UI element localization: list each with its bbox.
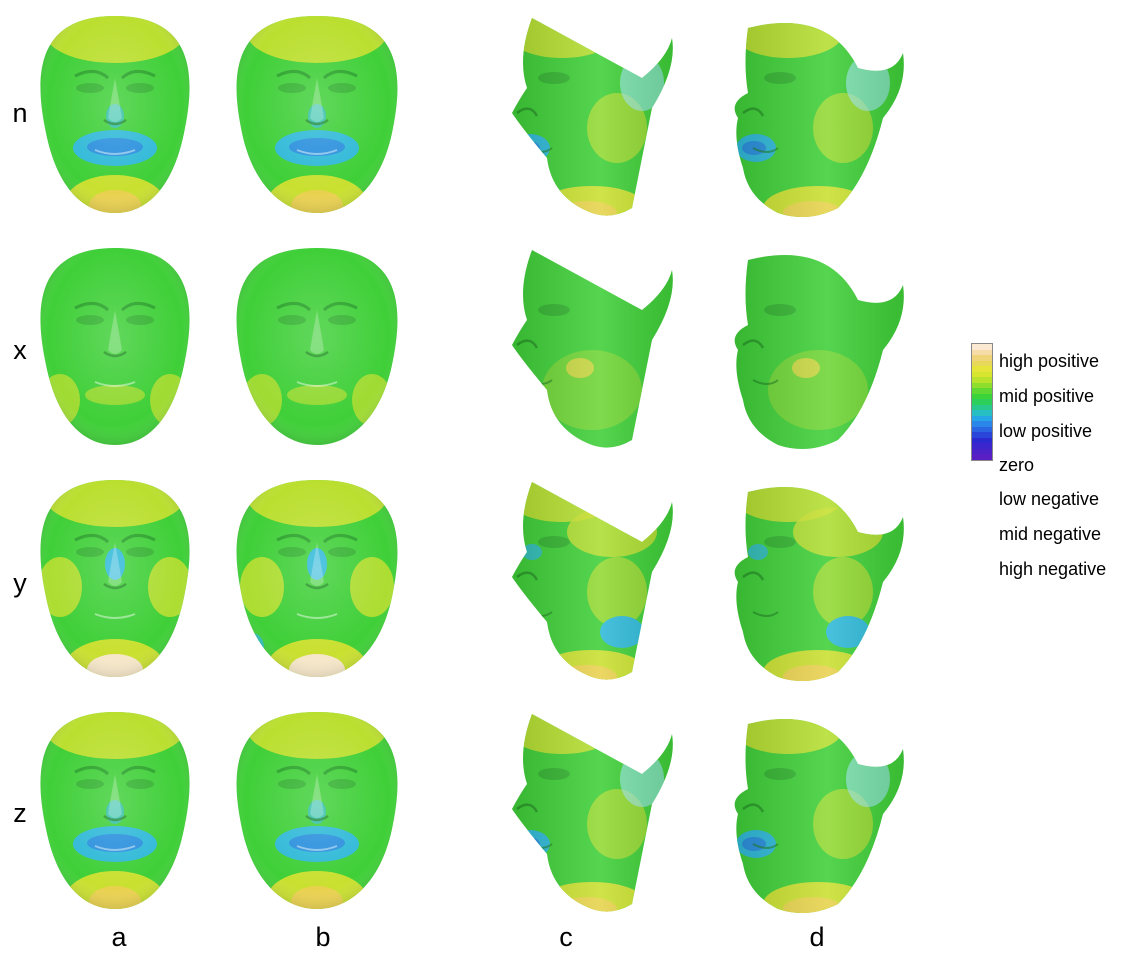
- legend-label-high-negative: high negative: [999, 559, 1107, 579]
- legend-label-zero: zero: [999, 455, 1035, 475]
- face-render: [734, 719, 904, 913]
- face-n-c: [492, 8, 682, 223]
- legend-label-mid-positive: mid positive: [999, 386, 1095, 406]
- legend-swatch: [972, 399, 992, 405]
- face-x-d: [718, 240, 908, 455]
- legend-swatch: [972, 366, 992, 372]
- face-surface: [40, 712, 190, 909]
- legend-label-low-negative: low negative: [999, 489, 1100, 509]
- face-surface: [512, 482, 673, 680]
- legend-swatch: [972, 432, 992, 438]
- face-render: [236, 712, 398, 909]
- face-surface: [40, 16, 190, 213]
- face-z-c: [492, 704, 682, 919]
- legend-swatch: [972, 410, 992, 416]
- legend-swatch: [972, 443, 992, 449]
- face-surface: [734, 255, 904, 449]
- face-surface: [236, 248, 398, 445]
- face-render: [512, 18, 673, 216]
- col-label-c: c: [559, 922, 573, 952]
- face-surface: [40, 480, 190, 677]
- face-surface: [512, 250, 673, 448]
- face-render: [40, 16, 190, 213]
- face-render: [236, 16, 398, 213]
- face-y-b: [222, 472, 412, 687]
- legend-swatch: [972, 344, 992, 350]
- face-y-d: [718, 472, 908, 687]
- face-z-d: [718, 704, 908, 919]
- legend-swatch: [972, 415, 992, 421]
- legend-label-high-positive: high positive: [999, 351, 1100, 371]
- face-x-b: [222, 240, 412, 455]
- face-render: [40, 248, 190, 445]
- legend-swatch: [972, 360, 992, 366]
- face-render: [512, 482, 673, 680]
- face-render: [40, 480, 190, 677]
- face-render: [512, 250, 673, 448]
- row-label-n: n: [12, 98, 28, 128]
- row-label-x: x: [13, 335, 27, 365]
- legend-swatch: [972, 421, 992, 427]
- face-surface: [734, 487, 904, 681]
- col-label-a: a: [111, 922, 127, 952]
- face-surface: [734, 23, 904, 217]
- face-n-d: [718, 8, 908, 223]
- face-z-b: [222, 704, 412, 919]
- face-surface: [734, 719, 904, 913]
- face-x-c: [492, 240, 682, 455]
- legend-swatch: [972, 426, 992, 432]
- legend-swatch: [972, 393, 992, 399]
- col-label-d: d: [809, 922, 825, 952]
- face-surface: [512, 714, 673, 912]
- face-render: [734, 23, 904, 217]
- legend-swatch: [972, 388, 992, 394]
- face-n-a: [20, 8, 210, 223]
- face-render: [734, 255, 904, 449]
- legend-swatch: [972, 382, 992, 388]
- legend-swatch: [972, 454, 992, 460]
- face-z-a: [20, 704, 210, 919]
- face-y-a: [20, 472, 210, 687]
- legend-swatch: [972, 448, 992, 454]
- legend-swatch: [972, 437, 992, 443]
- face-n-b: [222, 8, 412, 223]
- legend-swatch: [972, 404, 992, 410]
- face-surface: [236, 16, 398, 213]
- legend-label-mid-negative: mid negative: [999, 524, 1102, 544]
- face-render: [734, 487, 904, 681]
- face-y-c: [492, 472, 682, 687]
- legend-swatch: [972, 349, 992, 355]
- face-render: [236, 480, 398, 677]
- face-x-a: [20, 240, 210, 455]
- face-render: [236, 248, 398, 445]
- face-surface: [236, 712, 398, 909]
- face-surface: [40, 248, 190, 445]
- row-label-y: y: [13, 568, 27, 598]
- face-render: [512, 714, 673, 912]
- face-surface: [236, 480, 398, 677]
- legend-swatch: [972, 371, 992, 377]
- legend-swatch: [972, 355, 992, 361]
- legend-label-low-positive: low positive: [999, 421, 1093, 441]
- col-label-b: b: [315, 922, 331, 952]
- face-surface: [512, 18, 673, 216]
- row-label-z: z: [13, 798, 27, 828]
- legend-swatch: [972, 377, 992, 383]
- legend-colorbar: [971, 343, 993, 461]
- face-render: [40, 712, 190, 909]
